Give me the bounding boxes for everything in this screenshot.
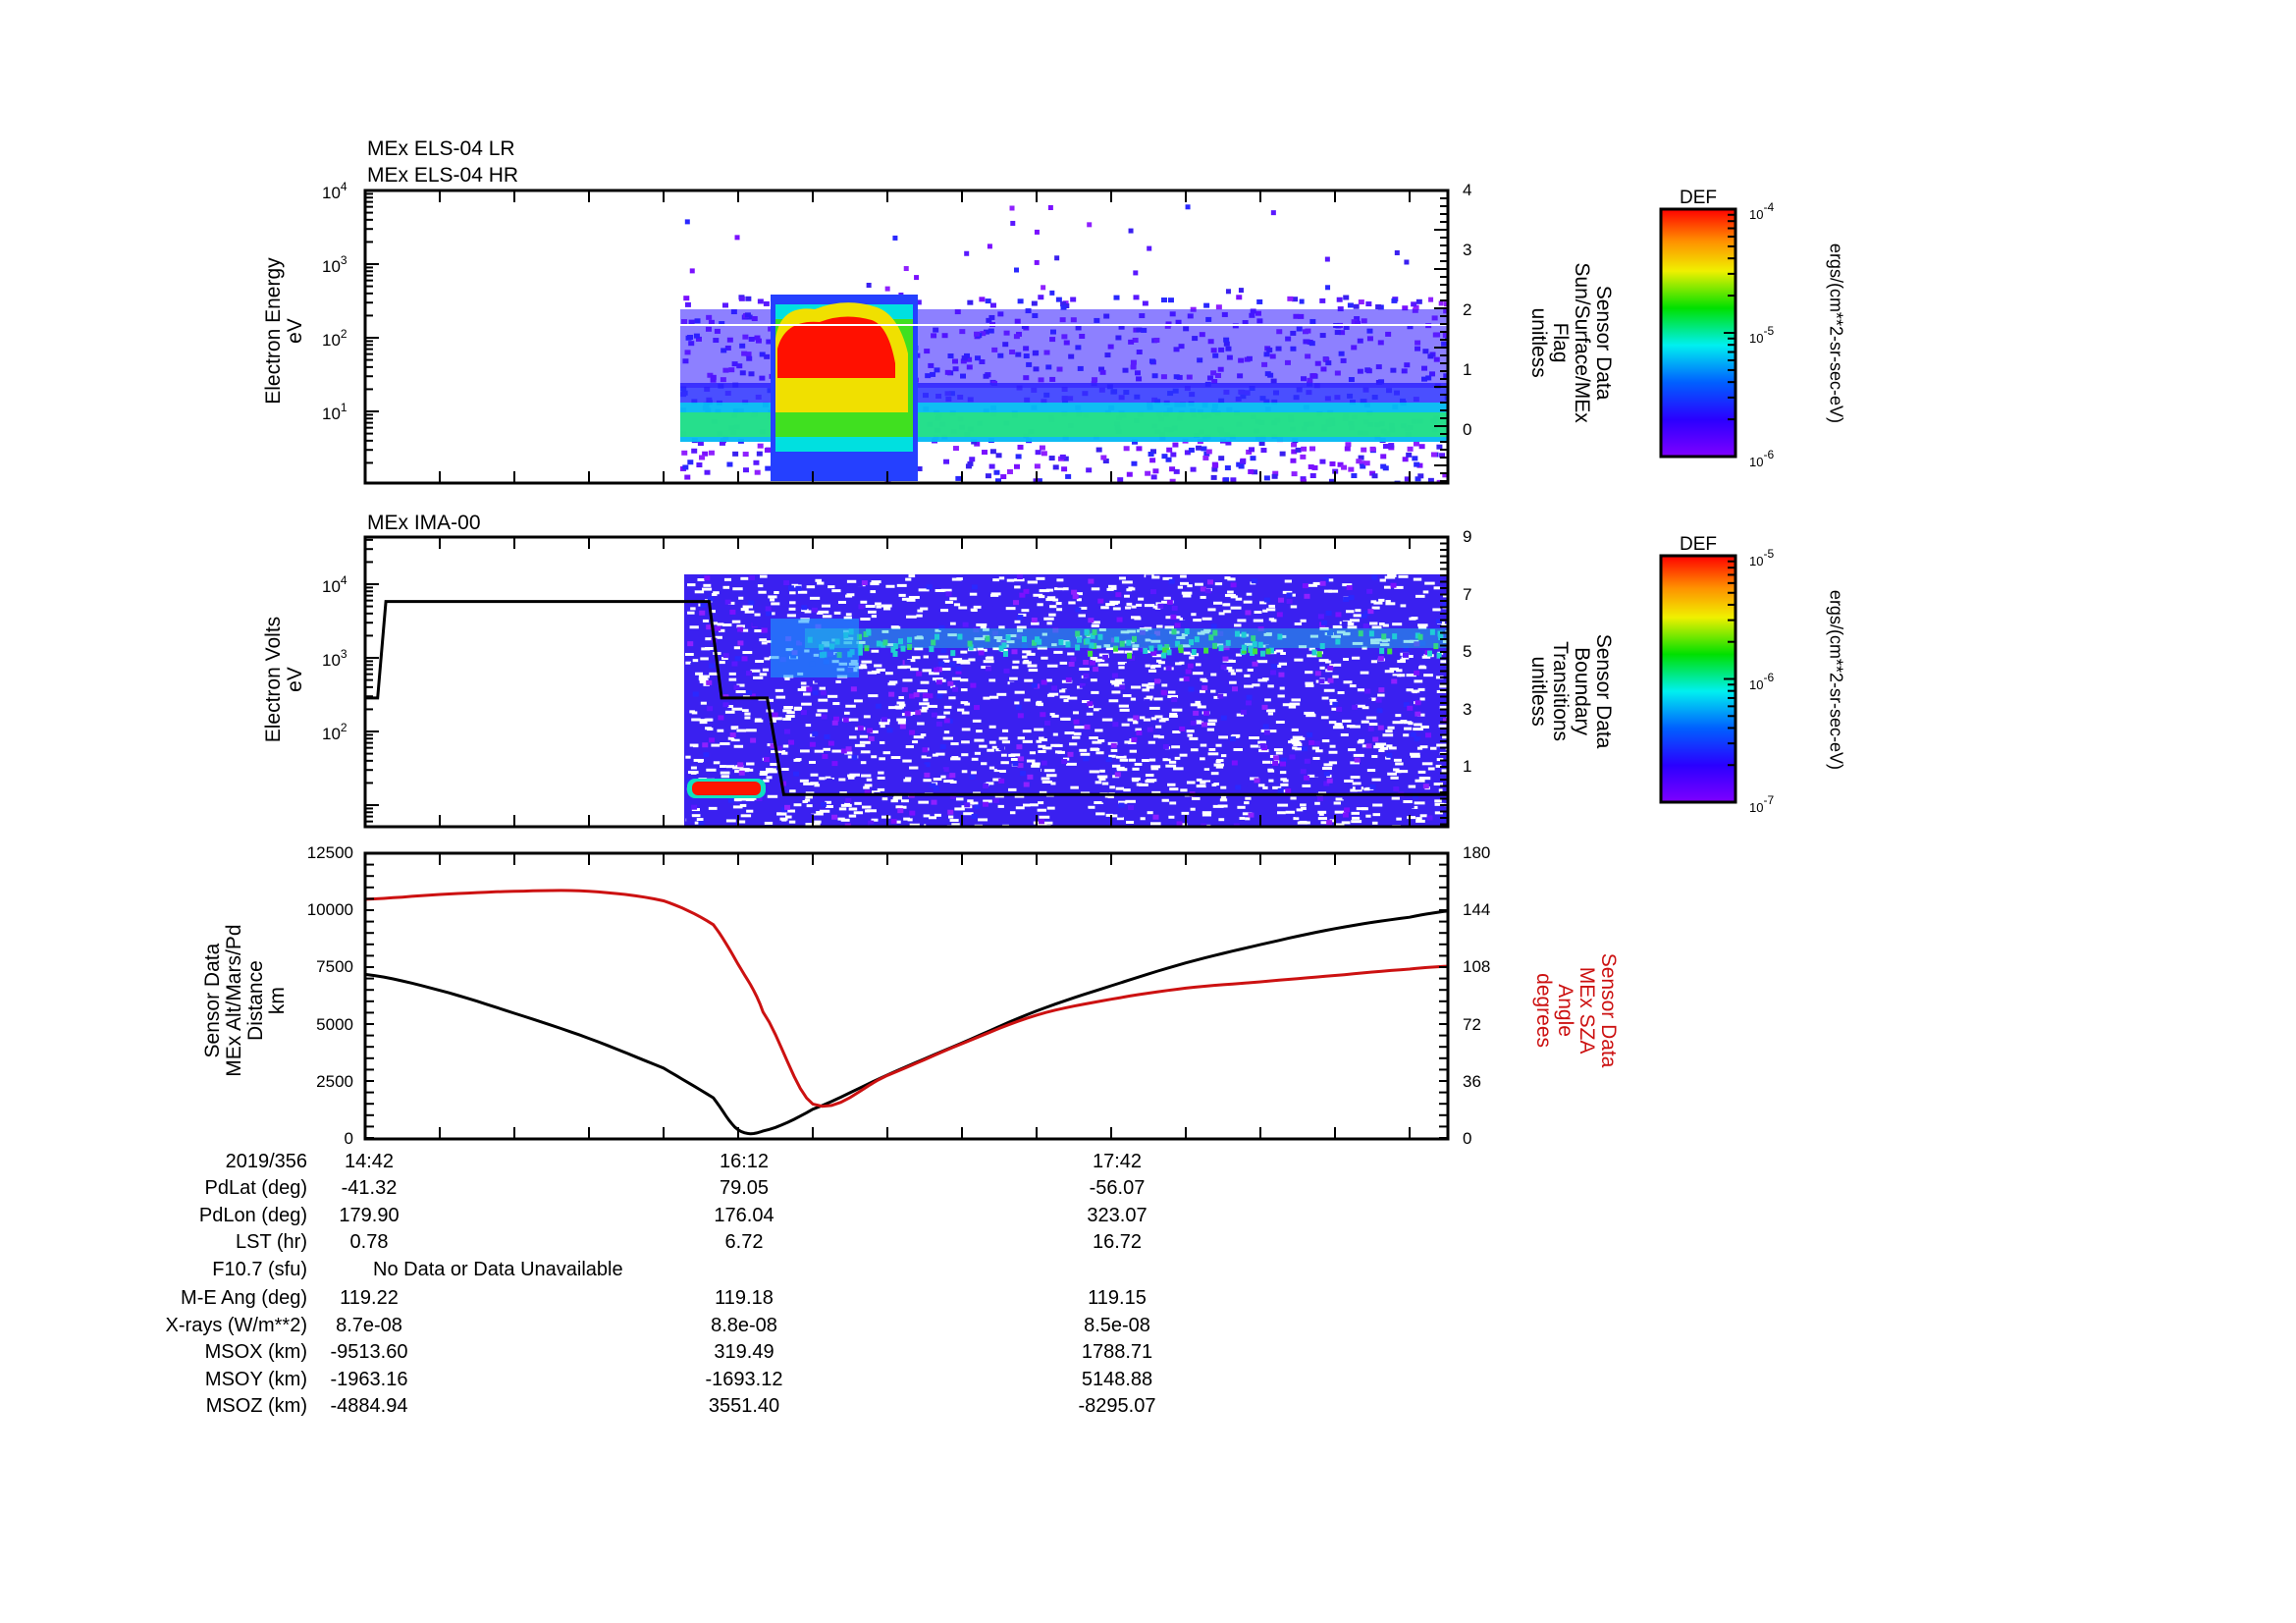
ephemeris-row-value: 8.5e-08 <box>1084 1314 1150 1336</box>
ephemeris-row-value: 1788.71 <box>1081 1341 1153 1363</box>
sza-line <box>365 889 1448 1109</box>
colorbar-2-title: DEF <box>1680 534 1717 555</box>
ephemeris-row-label: MSOZ (km) <box>205 1395 307 1417</box>
axis-tick-label: 3 <box>1463 241 1472 259</box>
boundary-transitions-line <box>365 600 1448 796</box>
axis-tick-label: 101 <box>322 401 347 423</box>
ephemeris-row-label: PdLat (deg) <box>204 1177 307 1199</box>
axis-tick-label: 104 <box>322 573 347 596</box>
axis-tick-label: 103 <box>322 253 347 276</box>
ima-title: MEx IMA-00 <box>367 512 481 534</box>
ephemeris-row-value: -1963.16 <box>330 1368 408 1390</box>
axis-tick-label: 1 <box>1463 757 1472 776</box>
ephemeris-row-value: 119.18 <box>715 1287 774 1309</box>
ephemeris-row-value: 119.15 <box>1088 1287 1147 1309</box>
ephemeris-row-value: 6.72 <box>724 1231 764 1253</box>
ephemeris-row-label: F10.7 (sfu) <box>212 1258 307 1280</box>
ephemeris-row-value: 323.07 <box>1087 1204 1148 1226</box>
axis-tick-label: 7500 <box>316 957 353 977</box>
ephemeris-row-label: M-E Ang (deg) <box>181 1287 307 1309</box>
sza-ylabel: Sensor Data MEx SZA Angle degrees <box>1531 952 1621 1068</box>
ephemeris-row-value: -9513.60 <box>330 1341 408 1363</box>
ephemeris-row-label: X-rays (W/m**2) <box>165 1314 307 1336</box>
ima-right-ylabel: Sensor Data Boundary Transitions unitles… <box>1526 633 1616 749</box>
ephemeris-row-value: 8.8e-08 <box>711 1314 777 1336</box>
axis-tick-label: 0 <box>344 1129 353 1148</box>
axis-tick-label: 36 <box>1463 1071 1481 1091</box>
axis-ticks <box>365 189 1448 1139</box>
axis-tick-label: 10-6 <box>1749 448 1775 469</box>
alt-ylabel: Sensor Data MEx Alt/Mars/Pd Distance km <box>200 924 290 1077</box>
axis-tick-label: 104 <box>322 180 347 202</box>
axis-tick-label: 103 <box>322 647 347 670</box>
els-ylabel: Electron Energy eV <box>261 257 306 405</box>
date-label: 2019/356 <box>225 1151 307 1172</box>
els-title-lr: MEx ELS-04 LR <box>367 137 515 160</box>
ephemeris-row-value: -56.07 <box>1089 1177 1146 1199</box>
colorbar-2-unit: ergs/(cm**2-sr-sec-eV) <box>1826 589 1846 770</box>
ephemeris-row-value: 79.05 <box>719 1177 770 1199</box>
ephemeris-row-label: LST (hr) <box>236 1231 307 1253</box>
colorbar-1-title: DEF <box>1680 188 1717 208</box>
ephemeris-row-label: MSOY (km) <box>204 1368 307 1390</box>
ephemeris-row-value: 319.49 <box>714 1341 774 1363</box>
ephemeris-row-value: 0.78 <box>349 1231 389 1253</box>
els-title-hr: MEx ELS-04 HR <box>367 164 519 187</box>
axis-tick-label: 12500 <box>306 843 353 862</box>
axis-tick-label: 2 <box>1463 300 1472 319</box>
axis-tick-label: 3 <box>1463 699 1472 719</box>
els-spectrogram <box>680 204 1448 483</box>
axis-tick-label: 102 <box>322 327 347 350</box>
time-label-2: 16:12 <box>719 1151 770 1172</box>
axis-tick-label: 144 <box>1463 900 1491 920</box>
ephemeris-row-value: -8295.07 <box>1078 1395 1156 1417</box>
altitude-line <box>365 909 1448 1136</box>
axis-tick-label: 72 <box>1463 1014 1481 1034</box>
axis-tick-label: 10000 <box>306 900 353 920</box>
ima-ylabel: Electron Volts eV <box>261 616 306 743</box>
axis-tick-label: 5 <box>1463 642 1472 661</box>
ephemeris-row-value: -41.32 <box>341 1177 398 1199</box>
axis-tick-label: 180 <box>1463 843 1491 862</box>
panel-frames <box>363 189 1450 1141</box>
axis-tick-label: 0 <box>1463 1129 1472 1148</box>
time-label-1: 14:42 <box>344 1151 395 1172</box>
axis-tick-label: 9 <box>1463 527 1472 546</box>
ephemeris-row-value: 176.04 <box>714 1204 774 1226</box>
ephemeris-row-value: 8.7e-08 <box>336 1314 402 1336</box>
axis-tick-label: 10-6 <box>1749 670 1775 692</box>
colorbar-1 <box>1659 207 1737 459</box>
axis-tick-label: 10-7 <box>1749 793 1775 815</box>
ephemeris-row-label: MSOX (km) <box>204 1341 307 1363</box>
time-label-3: 17:42 <box>1092 1151 1143 1172</box>
ephemeris-row-value: 16.72 <box>1092 1231 1143 1253</box>
els-right-ylabel: Sensor Data Sun/Surface/MEx Flag unitles… <box>1526 262 1616 423</box>
ephemeris-row-value: 119.22 <box>340 1287 399 1309</box>
ima-spectrogram <box>684 574 1448 827</box>
ephemeris-row-value: 3551.40 <box>708 1395 780 1417</box>
axis-tick-label: 10-5 <box>1749 324 1775 346</box>
ephemeris-row-value: -1693.12 <box>705 1368 783 1390</box>
ephemeris-row-value: -4884.94 <box>330 1395 408 1417</box>
axis-tick-label: 2500 <box>316 1071 353 1091</box>
ephemeris-row-value: 5148.88 <box>1081 1368 1153 1390</box>
axis-tick-label: 10-4 <box>1749 200 1775 222</box>
ephemeris-row-value: No Data or Data Unavailable <box>373 1258 623 1280</box>
axis-tick-label: 108 <box>1463 957 1491 977</box>
axis-tick-label: 0 <box>1463 420 1472 439</box>
colorbar-2 <box>1659 554 1737 804</box>
ephemeris-row-label: PdLon (deg) <box>198 1204 307 1226</box>
colorbar-ticks <box>1724 213 1735 767</box>
axis-tick-label: 4 <box>1463 181 1472 199</box>
axis-tick-label: 10-5 <box>1749 547 1775 568</box>
axis-tick-label: 5000 <box>316 1014 353 1034</box>
ephemeris-row-value: 179.90 <box>339 1204 400 1226</box>
axis-tick-label: 7 <box>1463 584 1472 604</box>
axis-tick-label: 1 <box>1463 360 1472 379</box>
colorbar-1-unit: ergs/(cm**2-sr-sec-eV) <box>1826 243 1846 423</box>
axis-tick-label: 102 <box>322 721 347 743</box>
